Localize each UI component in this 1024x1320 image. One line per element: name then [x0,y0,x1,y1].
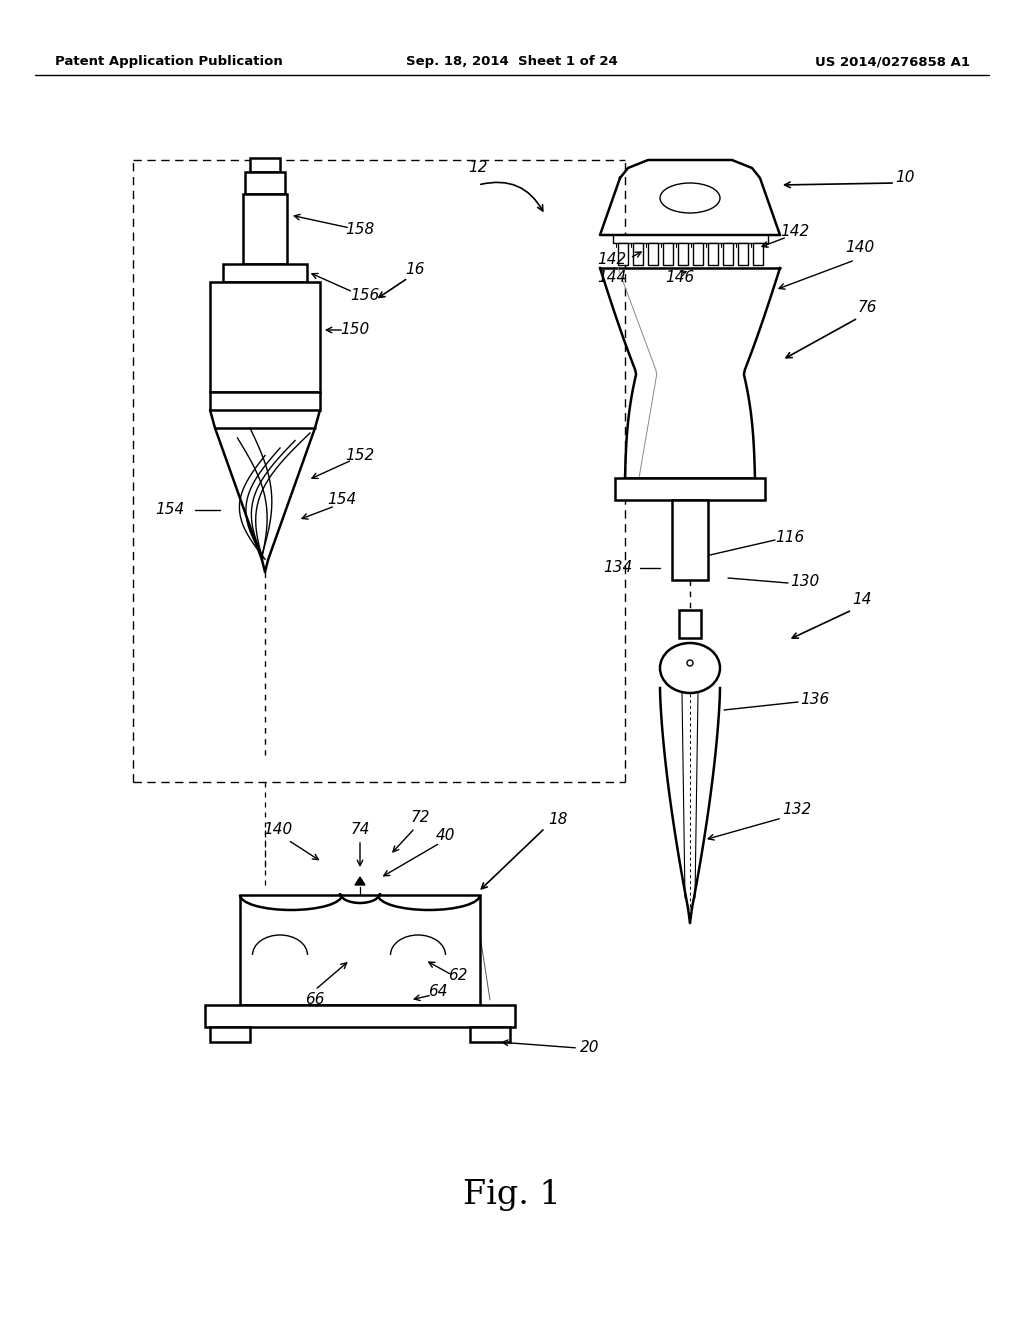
Bar [648,243,658,265]
Text: 140: 140 [263,822,293,837]
Text: 134: 134 [603,561,633,576]
Text: 66: 66 [305,993,325,1007]
Text: 132: 132 [782,803,811,817]
Bar [679,610,701,638]
Text: Sep. 18, 2014  Sheet 1 of 24: Sep. 18, 2014 Sheet 1 of 24 [407,55,617,69]
Text: 40: 40 [435,828,455,842]
Ellipse shape [660,643,720,693]
Bar [245,172,285,194]
Text: 16: 16 [406,263,425,277]
Polygon shape [355,876,365,884]
Text: Fig. 1: Fig. 1 [463,1179,561,1210]
Bar [210,392,319,411]
Text: 62: 62 [449,968,468,982]
Bar [633,243,643,265]
Text: 10: 10 [895,170,914,186]
Text: 116: 116 [775,531,804,545]
Bar [753,243,763,265]
Text: 64: 64 [428,985,447,999]
Bar [210,282,319,392]
Bar [678,243,688,265]
Text: US 2014/0276858 A1: US 2014/0276858 A1 [815,55,970,69]
Text: 72: 72 [411,810,430,825]
Text: 142: 142 [780,224,810,239]
Bar [210,1027,250,1041]
Bar [738,243,748,265]
Bar [615,478,765,500]
Text: Patent Application Publication: Patent Application Publication [55,55,283,69]
Text: 146: 146 [666,271,694,285]
Ellipse shape [687,660,693,667]
Bar [613,235,768,243]
Bar [470,1027,510,1041]
Text: 20: 20 [581,1040,600,1056]
Bar [708,243,718,265]
Text: 130: 130 [790,574,819,590]
Text: 12: 12 [468,161,487,176]
Text: 14: 14 [852,593,871,607]
Bar [205,1005,515,1027]
Text: 18: 18 [548,813,567,828]
Ellipse shape [660,183,720,213]
Bar [240,895,480,1005]
Text: 154: 154 [328,492,356,507]
Text: 158: 158 [345,223,375,238]
Text: 74: 74 [350,822,370,837]
Bar [223,264,307,282]
Bar [672,500,708,579]
Polygon shape [600,160,780,235]
Bar [663,243,673,265]
Bar [723,243,733,265]
Bar [618,243,628,265]
Text: 156: 156 [350,288,380,302]
Bar [250,158,280,172]
Bar [243,194,287,264]
Text: 136: 136 [800,693,829,708]
Text: 76: 76 [857,301,877,315]
Text: 140: 140 [845,240,874,256]
Text: 144: 144 [597,271,627,285]
Text: 152: 152 [345,447,375,462]
Bar [693,243,703,265]
Text: 150: 150 [340,322,370,338]
Text: 154: 154 [156,503,184,517]
Text: 142: 142 [597,252,627,268]
